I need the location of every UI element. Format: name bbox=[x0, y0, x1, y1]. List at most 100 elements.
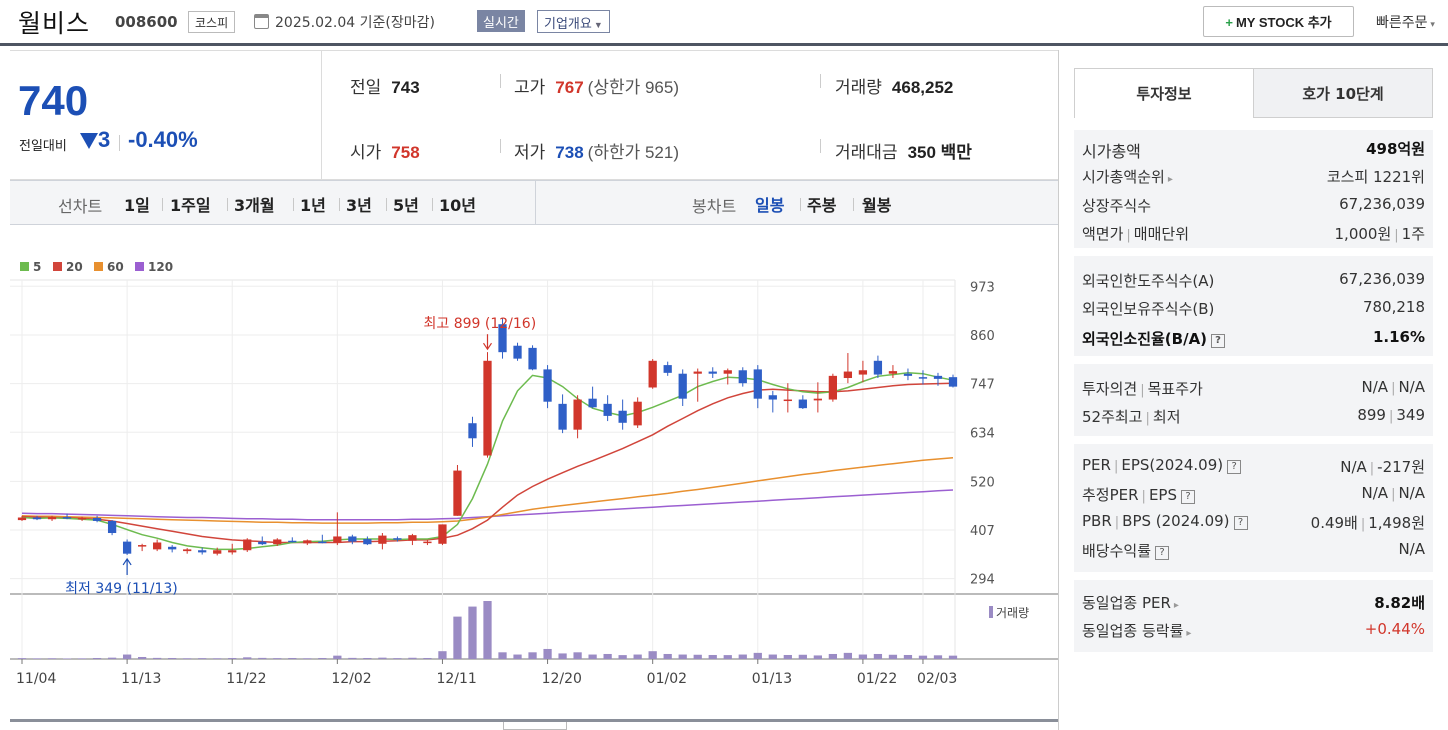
par-value: 1,000원 bbox=[1334, 225, 1392, 243]
help-icon[interactable]: ? bbox=[1155, 546, 1170, 560]
side-tabs: 투자정보 호가 10단계 bbox=[1074, 68, 1433, 118]
change-label: 전일대비 bbox=[19, 139, 67, 154]
volume-bar bbox=[948, 655, 958, 659]
divider: | bbox=[1394, 228, 1399, 243]
candle-body bbox=[663, 365, 672, 373]
unit-value: 1주 bbox=[1401, 225, 1425, 243]
candle-body bbox=[528, 347, 537, 370]
tab-weekly[interactable]: 주봉 bbox=[807, 192, 836, 216]
divider: | bbox=[1141, 489, 1146, 504]
opinion-value: N/A bbox=[1361, 378, 1389, 396]
x-tick-label: 11/22 bbox=[226, 671, 266, 687]
company-overview-dropdown[interactable]: 기업개요 ▼ bbox=[537, 10, 610, 33]
tab-5y[interactable]: 5년 bbox=[393, 192, 419, 216]
candle-body bbox=[273, 539, 282, 545]
help-icon[interactable]: ? bbox=[1180, 490, 1195, 504]
stock-chart[interactable]: 973 860 747 634 520 407 294 11/04 11/13 11/22 12/0… bbox=[10, 225, 1058, 720]
tab-1w[interactable]: 1주일 bbox=[170, 192, 211, 216]
est-per-value: N/A bbox=[1361, 484, 1389, 502]
x-tick-label: 02/03 bbox=[917, 671, 957, 687]
volume-bar bbox=[768, 654, 777, 659]
target-label: 목표주가 bbox=[1147, 380, 1203, 398]
w52-low-value: 349 bbox=[1396, 406, 1425, 424]
candle-body bbox=[228, 550, 237, 553]
pbr-label: PBR bbox=[1082, 512, 1112, 530]
volume-bar bbox=[228, 657, 237, 659]
trade-amount-label: 거래대금 bbox=[835, 143, 898, 162]
candle-body bbox=[738, 370, 747, 384]
resize-handle[interactable] bbox=[503, 722, 567, 730]
market-cap-section: 시가총액 498억원 시가총액순위 ▸ 코스피 1221위 상장주식수 67,23… bbox=[1074, 130, 1433, 248]
foreign-ratio-value: 1.16% bbox=[1372, 328, 1425, 346]
volume-bar bbox=[738, 654, 747, 659]
tab-1d[interactable]: 1일 bbox=[124, 192, 150, 216]
sector-section: 동일업종 PER ▸ 8.82배 동일업종 등락률 ▸ +0.44% bbox=[1074, 580, 1433, 652]
help-icon[interactable]: ? bbox=[1227, 460, 1242, 474]
y-tick-label: 294 bbox=[970, 573, 995, 588]
tab-1y[interactable]: 1년 bbox=[300, 192, 326, 216]
market-cap-value: 498억원 bbox=[1366, 140, 1425, 158]
volume-bar bbox=[918, 655, 928, 659]
prev-close-label: 전일 bbox=[350, 78, 382, 97]
candle-body bbox=[213, 550, 222, 554]
divider: | bbox=[1140, 383, 1145, 398]
volume-bar bbox=[753, 652, 762, 659]
low-label: 저가 bbox=[514, 143, 546, 162]
volume-bar bbox=[318, 657, 327, 659]
pbr-value: 0.49배 bbox=[1310, 514, 1358, 532]
per-value: N/A bbox=[1340, 458, 1367, 476]
volume-bar bbox=[348, 657, 357, 659]
add-my-stock-button[interactable]: + MY STOCK 추가 bbox=[1203, 6, 1354, 37]
help-icon[interactable]: ? bbox=[1211, 334, 1226, 348]
volume-bar bbox=[933, 655, 943, 659]
tab-investment-info[interactable]: 투자정보 bbox=[1074, 68, 1254, 118]
tab-monthly[interactable]: 월봉 bbox=[862, 192, 891, 216]
tab-10y[interactable]: 10년 bbox=[439, 192, 476, 216]
candle-body bbox=[438, 524, 447, 544]
tab-orderbook[interactable]: 호가 10단계 bbox=[1253, 68, 1433, 118]
candle-body bbox=[243, 539, 252, 551]
divider: | bbox=[1391, 381, 1396, 396]
candle-body bbox=[678, 373, 687, 399]
quick-order-label: 빠른주문 bbox=[1376, 15, 1428, 31]
cap-rank-label: 시가총액순위 bbox=[1082, 168, 1165, 186]
volume-bar bbox=[107, 657, 117, 659]
open-label: 시가 bbox=[350, 143, 382, 162]
upper-limit: (상한가 965) bbox=[587, 78, 679, 97]
candle-body bbox=[603, 403, 612, 416]
quote-summary: 740 전일대비 3 -0.40% 전일 743 고가 767 (상한가 965) 거… bbox=[10, 50, 1058, 180]
volume-bar bbox=[513, 654, 522, 659]
candle-body bbox=[483, 360, 492, 456]
sector-per-link[interactable]: 동일업종 PER ▸ bbox=[1082, 592, 1179, 613]
cap-rank-link[interactable]: 시가총액순위 ▸ bbox=[1082, 166, 1173, 187]
candle-body bbox=[77, 517, 87, 520]
volume-bar bbox=[453, 616, 462, 659]
tab-3m[interactable]: 3개월 bbox=[234, 192, 275, 216]
divider bbox=[386, 198, 387, 211]
candle-body bbox=[768, 395, 777, 400]
current-price-box: 740 전일대비 3 -0.40% bbox=[10, 51, 322, 180]
down-triangle-icon bbox=[80, 133, 98, 149]
bps-value: 1,498원 bbox=[1368, 514, 1425, 532]
tab-daily[interactable]: 일봉 bbox=[755, 192, 784, 216]
volume-value: 468,252 bbox=[891, 78, 954, 97]
target-value: N/A bbox=[1398, 378, 1425, 396]
sector-change-link[interactable]: 동일업종 등락률 ▸ bbox=[1082, 620, 1191, 641]
per-label: PER bbox=[1082, 456, 1111, 474]
est-eps-value: N/A bbox=[1398, 484, 1425, 502]
tab-3y[interactable]: 3년 bbox=[346, 192, 372, 216]
realtime-button[interactable]: 실시간 bbox=[477, 10, 525, 32]
candle-body bbox=[107, 520, 117, 534]
candle-chart-label: 봉차트 bbox=[692, 197, 737, 216]
quick-order-menu[interactable]: 빠른주문 ▾ bbox=[1376, 12, 1435, 32]
volume-bar bbox=[843, 652, 853, 659]
market-badge: 코스피 bbox=[188, 11, 236, 33]
candle-body bbox=[708, 371, 717, 374]
divider: | bbox=[1388, 409, 1394, 424]
volume-bar bbox=[828, 653, 838, 659]
high-label: 고가 bbox=[514, 78, 546, 97]
y-tick-label: 407 bbox=[970, 524, 995, 539]
help-icon[interactable]: ? bbox=[1233, 516, 1248, 530]
candle-body bbox=[348, 536, 357, 542]
